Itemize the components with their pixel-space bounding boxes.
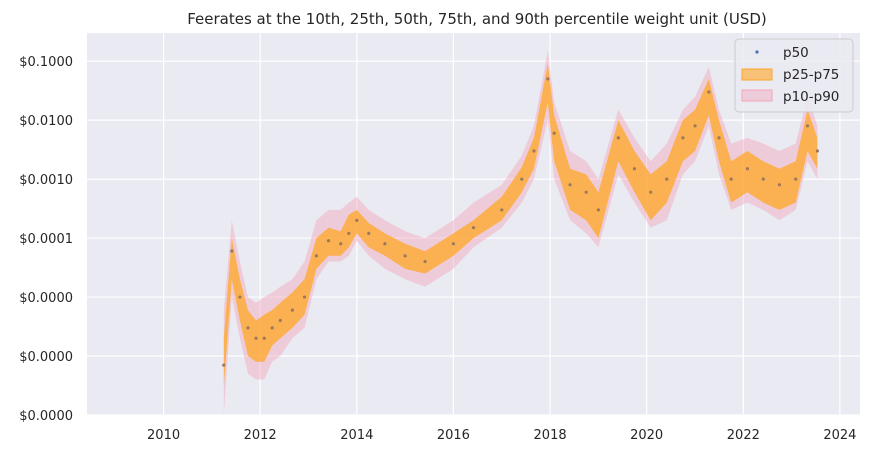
p50-point (339, 242, 343, 246)
p50-point (777, 183, 782, 187)
p50-point (326, 239, 331, 243)
x-tick-label: 2018 (534, 428, 567, 443)
legend-label-p10-p90: p10-p90 (783, 89, 839, 105)
p50-point (355, 218, 359, 222)
p50-point (568, 183, 572, 187)
p50-point (616, 136, 620, 140)
y-tick-label: $0.0000 (19, 409, 73, 424)
p50-point (761, 177, 765, 181)
p50-point (367, 231, 371, 235)
p50-point (290, 308, 295, 312)
x-tick-label: 2022 (727, 428, 760, 443)
x-tick-label: 2012 (244, 428, 277, 443)
legend-swatch-p25-p75 (741, 68, 773, 81)
p50-point (403, 254, 407, 258)
p50-point (500, 208, 504, 212)
p50-point (665, 177, 669, 181)
p50-point (532, 149, 536, 153)
y-tick-label: $0.0010 (19, 173, 73, 188)
x-tick-label: 2016 (437, 428, 470, 443)
band-p10-p90 (223, 50, 818, 416)
x-tick-label: 2024 (823, 428, 856, 443)
p50-point (546, 77, 550, 81)
percentile-bands (223, 50, 818, 416)
p50-point (681, 136, 685, 140)
p50-point (794, 177, 798, 181)
p50-point (596, 208, 600, 212)
p50-point (729, 177, 733, 181)
x-tick-label: 2020 (630, 428, 663, 443)
y-tick-label: $0.0000 (19, 291, 73, 306)
p50-point (423, 259, 427, 264)
p50-point (383, 242, 387, 246)
legend: p50 p25-p75 p10-p90 (734, 38, 854, 113)
p50-point (520, 177, 524, 181)
p50-point (707, 90, 711, 94)
p50-point (693, 124, 697, 128)
p50-point (584, 190, 588, 194)
p50-point (632, 167, 637, 171)
y-tick-label: $0.1000 (19, 55, 73, 70)
p50-point (222, 363, 226, 367)
median-points (222, 77, 820, 367)
p50-point (451, 242, 455, 246)
y-tick-label: $0.0000 (19, 350, 73, 365)
p50-point (302, 295, 307, 299)
chart-title: Feerates at the 10th, 25th, 50th, 75th, … (187, 10, 767, 28)
p50-point (238, 295, 242, 299)
y-tick-label: $0.0100 (19, 114, 73, 129)
p50-point (230, 249, 234, 253)
p50-point (347, 231, 351, 235)
p50-point (314, 254, 318, 258)
p50-point (649, 190, 653, 194)
p50-point (270, 326, 274, 330)
p50-point (745, 167, 750, 171)
x-axis-ticks: 2010 2012 2014 2016 2018 2020 2022 2024 (147, 428, 856, 443)
p50-point (262, 336, 266, 340)
p50-point (254, 336, 258, 340)
p50-point (471, 226, 476, 230)
legend-label-p25-p75: p25-p75 (783, 67, 839, 83)
p50-point (246, 326, 250, 330)
y-tick-label: $0.0001 (19, 232, 73, 247)
legend-marker-p50 (755, 50, 759, 54)
x-tick-label: 2014 (340, 428, 373, 443)
y-axis-ticks: $0.1000 $0.0100 $0.0010 $0.0001 $0.0000 $0.00… (19, 55, 73, 424)
p50-point (815, 149, 820, 153)
p50-point (717, 136, 721, 140)
legend-box (734, 38, 854, 113)
legend-swatch-p10-p90 (741, 89, 773, 102)
p50-point (552, 131, 556, 135)
p50-point (805, 124, 810, 128)
legend-label-p50: p50 (783, 45, 809, 61)
p50-point (278, 318, 282, 323)
x-tick-label: 2010 (147, 428, 180, 443)
